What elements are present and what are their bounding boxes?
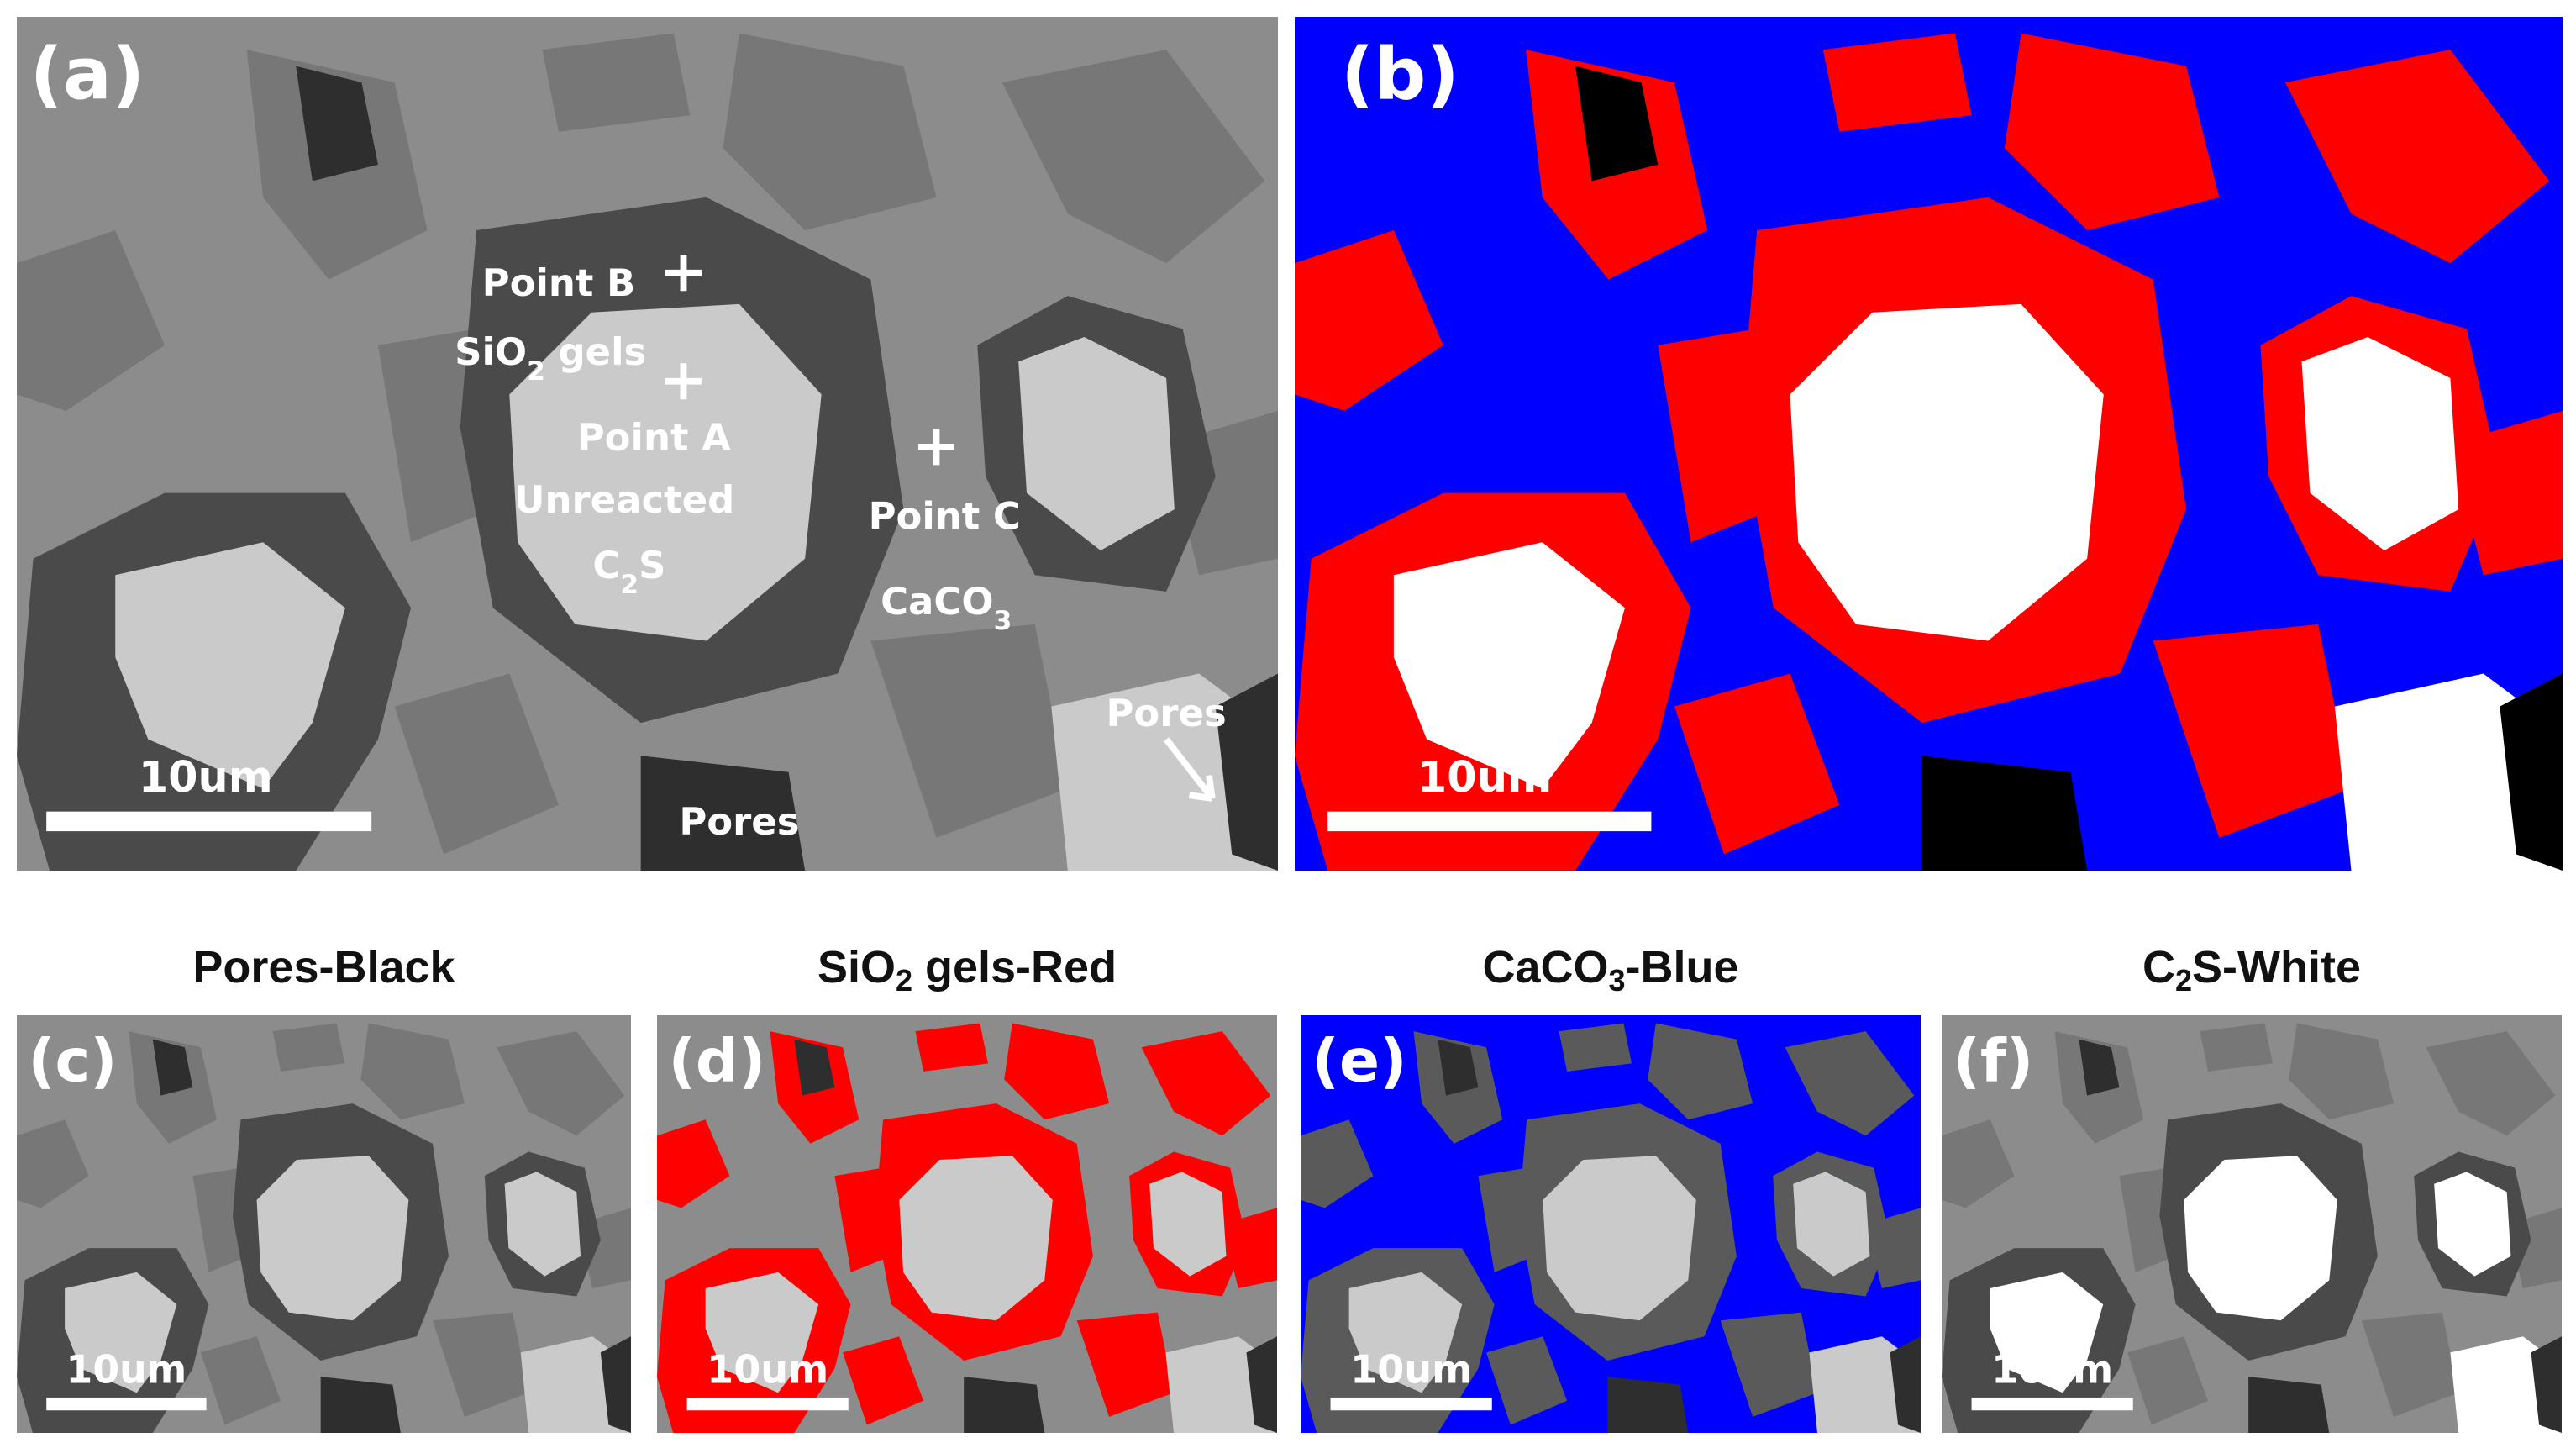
markers — [665, 255, 1216, 802]
title-part: 3 — [1608, 963, 1626, 998]
title-part: 2 — [2174, 963, 2193, 998]
scale-bar-label: 10um — [1417, 753, 1553, 803]
panel-label: (b) — [1341, 33, 1459, 117]
scale-bar — [46, 811, 372, 832]
annotation: Pores — [679, 799, 799, 844]
scale-bar — [1971, 1397, 2133, 1411]
panel-a: (a) Point B SiO2 gels Point A Unreacted … — [17, 17, 1278, 871]
panel-title: CaCO3-Blue — [1301, 941, 1921, 998]
annotation: SiO2 gels — [455, 329, 646, 387]
title-part: -Blue — [1625, 942, 1739, 993]
title-part: CaCO — [1482, 942, 1609, 993]
panel: (c) 10um — [17, 1015, 631, 1433]
scale-bar-label: 10um — [139, 752, 273, 802]
scale-bar — [1327, 811, 1652, 832]
panel-title: SiO2 gels-Red — [657, 941, 1277, 998]
annotation: Pores — [1106, 691, 1226, 735]
panel-title: Pores-Black — [192, 942, 455, 993]
annotation: C2S — [592, 543, 665, 600]
scale-bar — [46, 1397, 207, 1411]
annotation: Point B — [482, 261, 636, 305]
panel: (e) 10um — [1301, 1015, 1921, 1433]
scale-bar — [686, 1397, 849, 1411]
panel: (f) 10um — [1942, 1015, 2562, 1433]
panel-label: (d) — [668, 1026, 765, 1096]
scale-bar-label: 10um — [707, 1347, 828, 1393]
panel: (d) 10um — [657, 1015, 1277, 1433]
annotation: CaCO3 — [881, 579, 1012, 636]
panel-b: (b) 10um — [1295, 17, 2563, 871]
title-part: SiO — [817, 942, 896, 993]
title-part: S-White — [2192, 942, 2361, 993]
title-part: 2 — [895, 963, 912, 998]
annotation: Point A — [577, 415, 731, 460]
title-part: gels-Red — [912, 942, 1117, 993]
annotation: Unreacted — [514, 477, 734, 522]
annotation: Point C — [869, 494, 1021, 539]
panel-label: (e) — [1312, 1026, 1406, 1096]
scale-bar-label: 10um — [1991, 1347, 2113, 1393]
scale-bar-label: 10um — [66, 1348, 187, 1393]
panel-label: (f) — [1953, 1026, 2033, 1096]
panel-label: (c) — [28, 1025, 117, 1095]
title-part: C — [2142, 942, 2175, 993]
scale-bar-label: 10um — [1350, 1347, 1472, 1393]
panel-label: (a) — [30, 33, 145, 117]
panel-title: C2S-White — [1942, 941, 2562, 998]
scale-bar — [1330, 1397, 1492, 1411]
